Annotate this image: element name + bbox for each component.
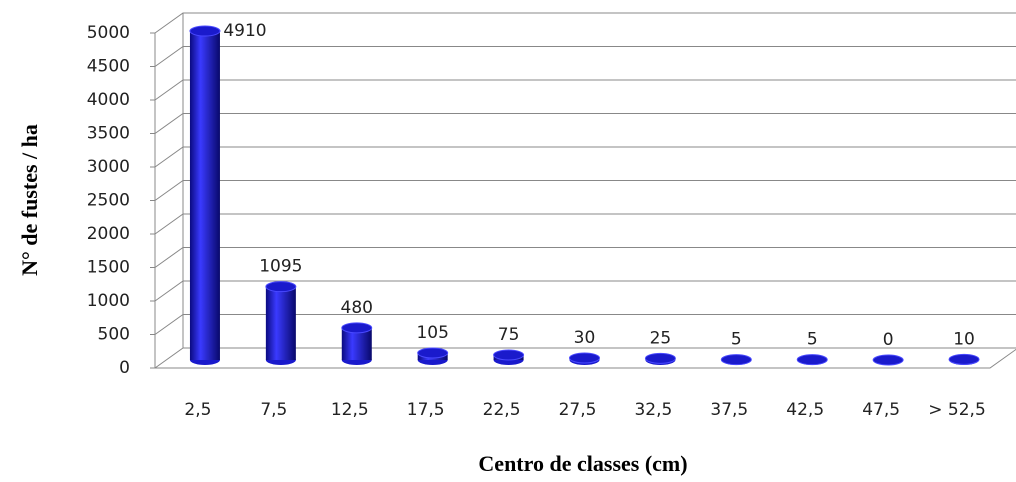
x-tick-label: 22,5: [483, 400, 521, 420]
grid-line: [154, 180, 1016, 201]
bar: [265, 281, 297, 365]
x-tick-label: 17,5: [407, 400, 445, 420]
grid-line: [154, 213, 1016, 235]
x-axis-title: Centro de classes (cm): [478, 451, 687, 476]
bar: [948, 353, 980, 365]
bar-top: [493, 349, 525, 361]
bar: [189, 25, 221, 365]
grid-line: [154, 146, 1016, 168]
x-tick-label: 32,5: [634, 400, 672, 420]
data-label: 25: [650, 328, 672, 348]
data-label: 4910: [223, 21, 266, 41]
bar: [796, 354, 828, 366]
data-label: 75: [498, 325, 520, 345]
x-tick-label: 2,5: [184, 400, 211, 420]
y-tick-label: 4500: [87, 57, 130, 77]
data-label: 5: [731, 330, 742, 350]
data-label: 30: [574, 328, 596, 348]
bar-top: [265, 281, 297, 293]
x-tick-label: 37,5: [710, 400, 748, 420]
x-tick-label: 7,5: [260, 400, 287, 420]
data-label: 0: [883, 330, 894, 350]
bar-top: [569, 352, 600, 364]
y-tick-label: 1500: [87, 258, 130, 278]
grid-line: [154, 113, 1016, 134]
y-tick-label: 1000: [87, 291, 130, 311]
x-tick-label: > 52,5: [928, 400, 986, 420]
bar: [493, 349, 525, 365]
grid-line: [154, 314, 1016, 335]
y-tick-label: 500: [98, 325, 130, 345]
bar: [720, 354, 752, 366]
data-label: 1095: [259, 257, 302, 277]
x-tick-label: 47,5: [862, 400, 900, 420]
grid-line: [154, 46, 1016, 67]
bar-body: [265, 286, 296, 360]
y-tick-label: 0: [119, 358, 130, 378]
grid-line: [154, 347, 1016, 369]
y-tick-label: 2500: [87, 191, 130, 211]
y-tick-label: 2000: [87, 224, 130, 244]
x-tick-label: 12,5: [331, 400, 369, 420]
y-tick-label: 3000: [87, 157, 130, 177]
bar-top: [417, 347, 449, 359]
bar-top: [341, 322, 373, 334]
grid-line: [154, 280, 1016, 302]
bar-top: [872, 354, 904, 366]
bar-top: [796, 354, 828, 366]
bar-body: [189, 31, 220, 361]
bar: [341, 322, 373, 365]
x-tick-label: 27,5: [559, 400, 597, 420]
data-label: 10: [953, 329, 975, 349]
bar: [644, 352, 676, 365]
y-tick-label: 3500: [87, 124, 130, 144]
bar-top: [189, 25, 221, 37]
bar-top: [644, 352, 676, 364]
grid-line: [154, 79, 1016, 101]
axis-line: [155, 348, 1016, 369]
data-label: 5: [807, 330, 818, 350]
y-axis-title: N° de fustes / ha: [17, 124, 42, 276]
y-tick-label: 5000: [87, 23, 130, 43]
bar: [417, 347, 449, 365]
bar-top: [948, 353, 980, 365]
data-label: 480: [341, 298, 373, 318]
grid-line: [154, 247, 1016, 268]
bar: [569, 352, 600, 365]
grid-line: [154, 12, 1016, 34]
x-tick-label: 42,5: [786, 400, 824, 420]
bar: [872, 354, 904, 366]
bar-top: [720, 354, 752, 366]
data-label: 105: [416, 323, 448, 343]
y-tick-label: 4000: [87, 90, 130, 110]
